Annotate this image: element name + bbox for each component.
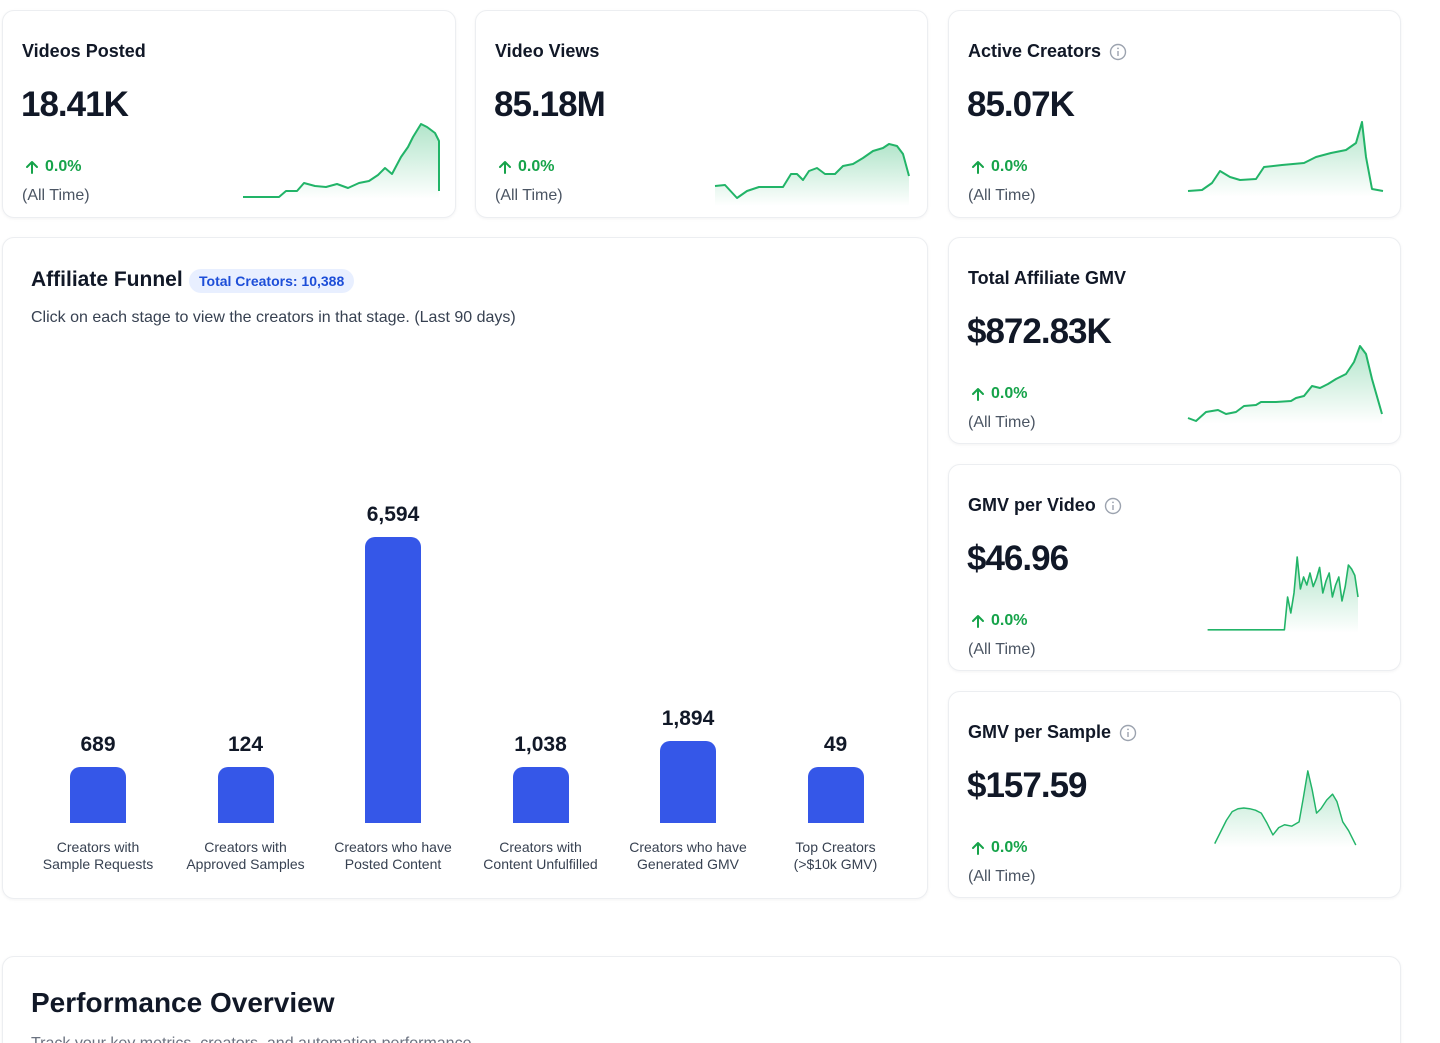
funnel-bar-label[interactable]: Creators with Sample Requests — [42, 839, 154, 872]
metric-value: 85.07K — [967, 85, 1075, 124]
arrow-up-icon — [972, 388, 984, 401]
metric-value: $46.96 — [967, 539, 1069, 578]
funnel-bar-value: 6,594 — [366, 503, 420, 526]
funnel-bar-label[interactable]: Creators who have Posted Content — [334, 839, 452, 872]
metric-change: 0.0% — [497, 158, 554, 176]
sparkline-chart — [243, 123, 440, 199]
info-icon[interactable] — [1119, 724, 1137, 742]
info-icon[interactable] — [1109, 43, 1127, 61]
metric-period: (All Time) — [22, 187, 90, 204]
funnel-bar-label[interactable]: Top Creators (>$10k GMV) — [793, 839, 878, 872]
funnel-bar[interactable] — [660, 740, 716, 823]
arrow-up-icon — [972, 161, 984, 174]
metric-card-total-affiliate-gmv: Total Affiliate GMV $872.83K 0.0% (All T… — [948, 237, 1401, 444]
info-icon[interactable] — [1104, 497, 1122, 515]
funnel-title: Affiliate Funnel — [31, 268, 183, 291]
metric-title: Active Creators — [968, 41, 1127, 62]
arrow-up-icon — [26, 161, 38, 174]
metric-value: 85.18M — [494, 85, 606, 124]
sparkline-chart — [714, 143, 910, 206]
metric-change: 0.0% — [970, 158, 1027, 176]
funnel-bar-value: 689 — [80, 733, 116, 756]
metric-card-video-views: Video Views 85.18M 0.0% (All Time) — [475, 10, 928, 218]
funnel-bar[interactable] — [807, 767, 864, 823]
metric-title: Videos Posted — [22, 41, 146, 61]
funnel-bar-label[interactable]: Creators with Approved Samples — [186, 839, 305, 872]
metric-period: (All Time) — [495, 187, 563, 204]
funnel-subtitle: Click on each stage to view the creators… — [31, 309, 516, 326]
funnel-bar-value: 49 — [823, 733, 848, 756]
metric-change: 0.0% — [24, 158, 81, 176]
metric-card-gmv-per-sample: GMV per Sample $157.59 0.0% (All Time) — [948, 691, 1401, 898]
metric-card-videos-posted: Videos Posted 18.41K 0.0% (All Time) — [2, 10, 456, 218]
funnel-bar-value: 1,894 — [661, 706, 715, 730]
metric-change: 0.0% — [970, 839, 1027, 857]
arrow-up-icon — [499, 161, 511, 174]
metric-period: (All Time) — [968, 187, 1036, 204]
sparkline-chart — [1187, 345, 1383, 424]
total-creators-badge: Total Creators: 10,388 — [189, 269, 355, 293]
arrow-up-icon — [972, 615, 984, 628]
funnel-bar-value: 124 — [227, 733, 264, 756]
metric-period: (All Time) — [968, 414, 1036, 431]
funnel-bar[interactable] — [70, 767, 126, 823]
metric-change: 0.0% — [970, 612, 1027, 630]
funnel-bar-label[interactable]: Creators with Content Unfulfilled — [483, 839, 598, 872]
metric-card-gmv-per-video: GMV per Video $46.96 0.0% (All Time) — [948, 464, 1401, 671]
funnel-bar-label[interactable]: Creators who have Generated GMV — [629, 839, 747, 872]
funnel-bar[interactable] — [365, 537, 421, 823]
sparkline-chart — [1207, 556, 1359, 633]
metric-title: GMV per Video — [968, 495, 1122, 516]
performance-overview-card: Performance Overview Track your key metr… — [2, 956, 1401, 1043]
metric-period: (All Time) — [968, 868, 1036, 885]
funnel-bar-value: 1,038 — [514, 733, 567, 756]
metric-title: Total Affiliate GMV — [968, 268, 1127, 288]
funnel-bar[interactable] — [217, 767, 274, 823]
performance-title: Performance Overview — [31, 987, 335, 1018]
metric-title: GMV per Sample — [968, 722, 1137, 743]
performance-subtitle: Track your key metrics, creators, and au… — [31, 1035, 471, 1043]
metric-card-active-creators: Active Creators 85.07K 0.0% (All Time) — [948, 10, 1401, 218]
arrow-up-icon — [972, 842, 984, 855]
funnel-bar[interactable] — [512, 767, 569, 823]
sparkline-chart — [1187, 121, 1384, 197]
affiliate-funnel-card: Affiliate Funnel Total Creators: 10,388 … — [2, 237, 928, 899]
metric-value: $157.59 — [967, 766, 1088, 805]
metric-value: $872.83K — [967, 312, 1112, 351]
sparkline-chart — [1214, 770, 1357, 848]
metric-period: (All Time) — [968, 641, 1036, 658]
metric-value: 18.41K — [21, 85, 129, 124]
metric-change: 0.0% — [970, 385, 1027, 403]
metric-title: Video Views — [495, 41, 600, 61]
